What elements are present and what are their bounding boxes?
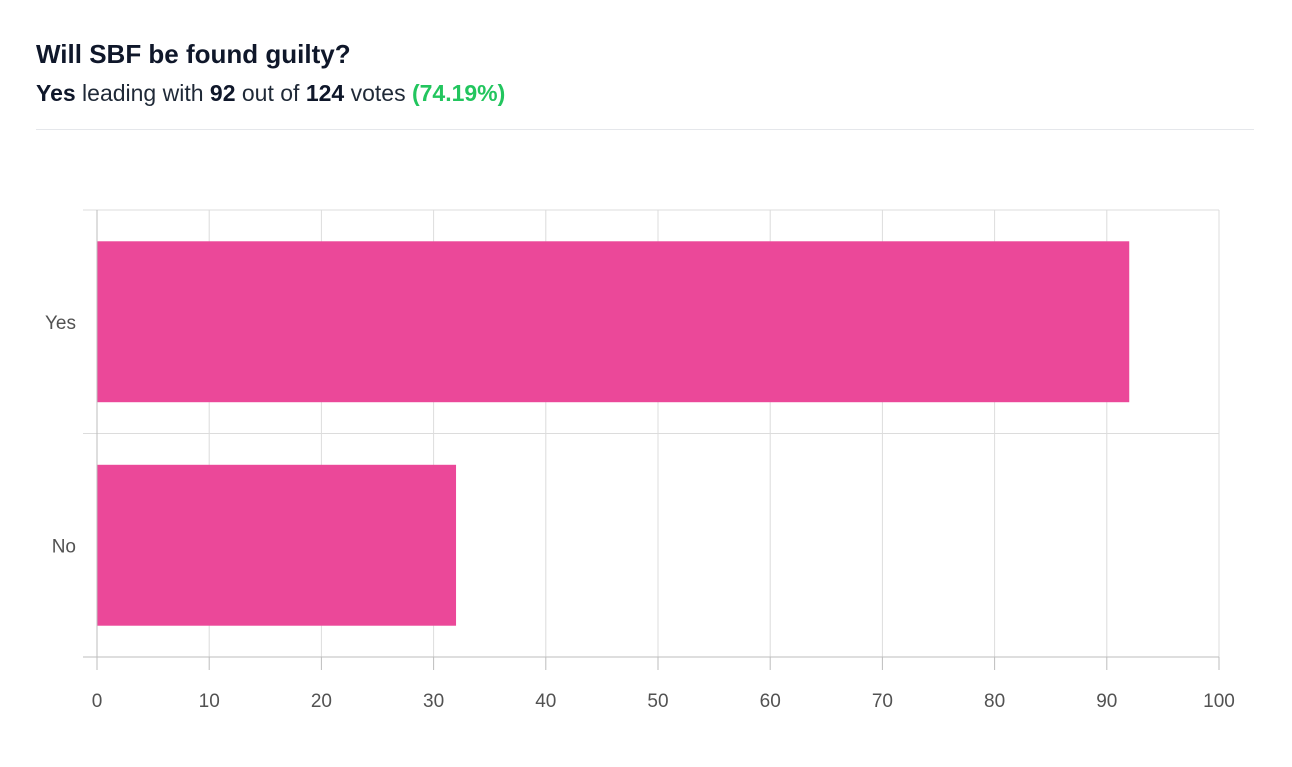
out-of-text: out of [241,80,300,106]
x-tick-label-100: 100 [1203,691,1235,712]
x-tick-label-30: 30 [423,691,444,712]
x-tick-label-60: 60 [760,691,781,712]
y-tick-label-yes: Yes [45,313,76,334]
votes-text: votes [350,80,406,106]
x-tick-label-0: 0 [92,691,103,712]
poll-title: Will SBF be found guilty? [36,39,351,69]
x-tick-label-50: 50 [647,691,668,712]
leader-option: Yes [36,80,76,106]
leading-with-text: leading with [82,80,204,106]
leader-votes: 92 [209,80,236,106]
x-tick-label-80: 80 [984,691,1005,712]
bar-yes [97,241,1130,403]
header-divider [36,129,1254,130]
x-tick-label-70: 70 [872,691,893,712]
x-tick-label-20: 20 [311,691,332,712]
x-tick-label-10: 10 [199,691,220,712]
x-tick-label-40: 40 [535,691,556,712]
total-votes: 124 [305,80,345,106]
poll-summary: Yes leading with 92 out of 124 votes (74… [36,76,1254,110]
x-tick-label-90: 90 [1096,691,1117,712]
leader-percentage: (74.19%) [411,80,506,106]
bar-no [97,464,457,626]
y-tick-label-no: No [52,536,76,557]
poll-header: Will SBF be found guilty? Yes leading wi… [36,36,1254,110]
